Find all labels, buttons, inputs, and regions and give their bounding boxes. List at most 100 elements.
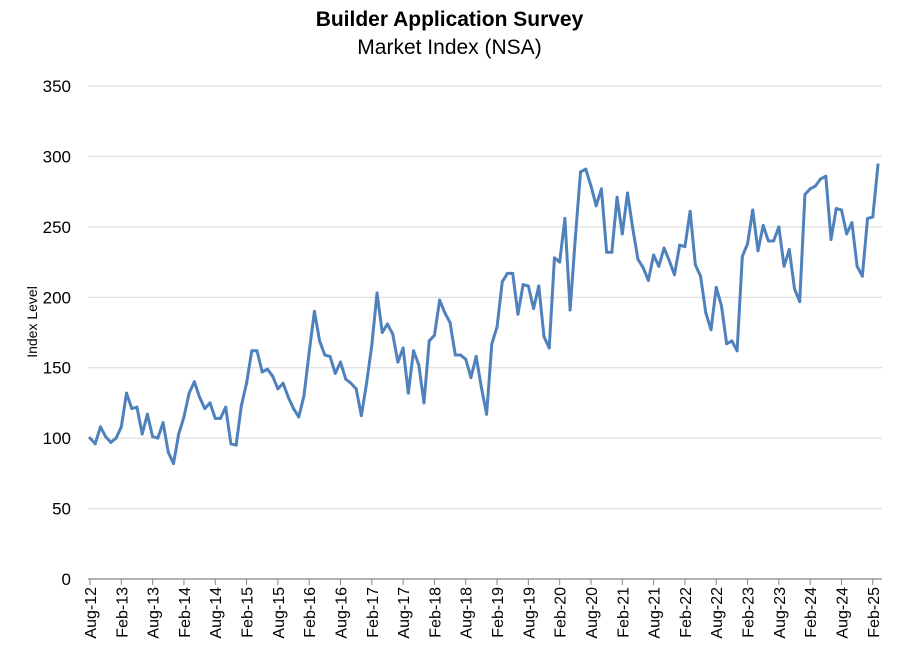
data-point [667, 259, 671, 263]
y-tick-label: 350 [43, 77, 71, 96]
data-point [803, 192, 807, 196]
data-point [208, 401, 212, 405]
data-point [626, 191, 630, 195]
data-point [636, 257, 640, 261]
x-tick-label: Aug-14 [208, 587, 225, 639]
data-point [370, 343, 374, 347]
data-point [824, 174, 828, 178]
data-point [464, 357, 468, 361]
x-tick-label: Aug-18 [459, 587, 476, 639]
data-point [245, 381, 249, 385]
data-point [641, 266, 645, 270]
data-point [432, 333, 436, 337]
data-point [135, 405, 139, 409]
data-point [380, 331, 384, 334]
data-point [490, 342, 494, 346]
x-tick-label: Aug-22 [709, 587, 726, 639]
data-point [271, 374, 275, 378]
data-point [505, 271, 509, 275]
data-point [725, 342, 729, 346]
data-point [672, 273, 676, 277]
x-tick-label: Feb-22 [678, 587, 695, 638]
data-point [813, 184, 817, 188]
series-layer [88, 163, 880, 465]
data-point [605, 250, 609, 254]
chart-subtitle: Market Index (NSA) [357, 36, 542, 59]
data-point [699, 274, 703, 278]
data-point [151, 435, 155, 439]
data-point [333, 371, 337, 375]
data-point [192, 380, 196, 384]
data-point [109, 440, 113, 444]
data-point [615, 195, 619, 199]
data-point [819, 177, 823, 181]
data-point [307, 350, 311, 354]
data-point [735, 349, 739, 353]
data-point [657, 264, 661, 268]
data-point [438, 298, 442, 302]
y-tick-label: 300 [43, 147, 71, 166]
data-point [453, 353, 457, 357]
data-point [568, 308, 572, 312]
data-point [839, 208, 843, 212]
x-tick-label: Aug-16 [333, 587, 350, 639]
data-point [171, 461, 175, 465]
data-point [584, 167, 588, 171]
data-point [359, 414, 363, 418]
data-point [631, 226, 635, 230]
data-point [829, 238, 833, 242]
data-point [845, 232, 849, 236]
data-point [213, 416, 217, 420]
data-point [203, 407, 207, 411]
data-point [448, 321, 452, 325]
y-tick-label: 150 [43, 359, 71, 378]
x-tick-label: Aug-20 [584, 587, 601, 639]
data-point [558, 260, 562, 264]
x-tick-label: Feb-23 [741, 587, 758, 638]
data-point [766, 239, 770, 243]
data-point [469, 376, 473, 380]
data-point [516, 312, 520, 316]
x-tick-label: Feb-15 [240, 587, 257, 638]
data-point [239, 404, 243, 408]
data-point [297, 415, 301, 419]
x-tick-label: Feb-16 [302, 587, 319, 638]
series-line [88, 163, 880, 465]
data-point [777, 225, 781, 229]
data-point [610, 250, 614, 254]
data-point [443, 311, 447, 315]
data-point [714, 285, 718, 289]
data-point [594, 204, 598, 208]
data-point [521, 283, 525, 287]
data-point [620, 232, 624, 236]
y-tick-label: 100 [43, 429, 71, 448]
data-point [860, 274, 864, 278]
data-point [156, 436, 160, 440]
data-point [579, 170, 583, 174]
data-point [114, 436, 118, 440]
data-point [589, 184, 593, 188]
data-point [412, 349, 416, 353]
data-point [328, 354, 332, 358]
x-tick-label: Feb-18 [427, 587, 444, 638]
data-point [234, 443, 238, 447]
data-point [286, 395, 290, 399]
x-tick-label: Feb-24 [803, 587, 820, 638]
data-point [161, 421, 165, 425]
x-axis: Aug-12 Feb-13 Aug-13 Feb-14 Aug-14 Feb-15 Aug-… [83, 578, 883, 639]
data-point [730, 339, 734, 343]
data-point [125, 391, 129, 395]
x-tick-label: Aug-15 [271, 587, 288, 639]
x-tick-label: Aug-19 [521, 587, 538, 639]
x-tick-label: Feb-17 [365, 587, 382, 638]
x-tick-label: Aug-17 [396, 587, 413, 639]
data-point [177, 432, 181, 436]
data-point [719, 304, 723, 308]
y-tick-label: 50 [52, 500, 71, 519]
x-tick-label: Feb-13 [114, 587, 131, 638]
data-point [756, 249, 760, 253]
data-point [224, 405, 228, 409]
data-point [302, 394, 306, 398]
data-point [740, 254, 744, 258]
